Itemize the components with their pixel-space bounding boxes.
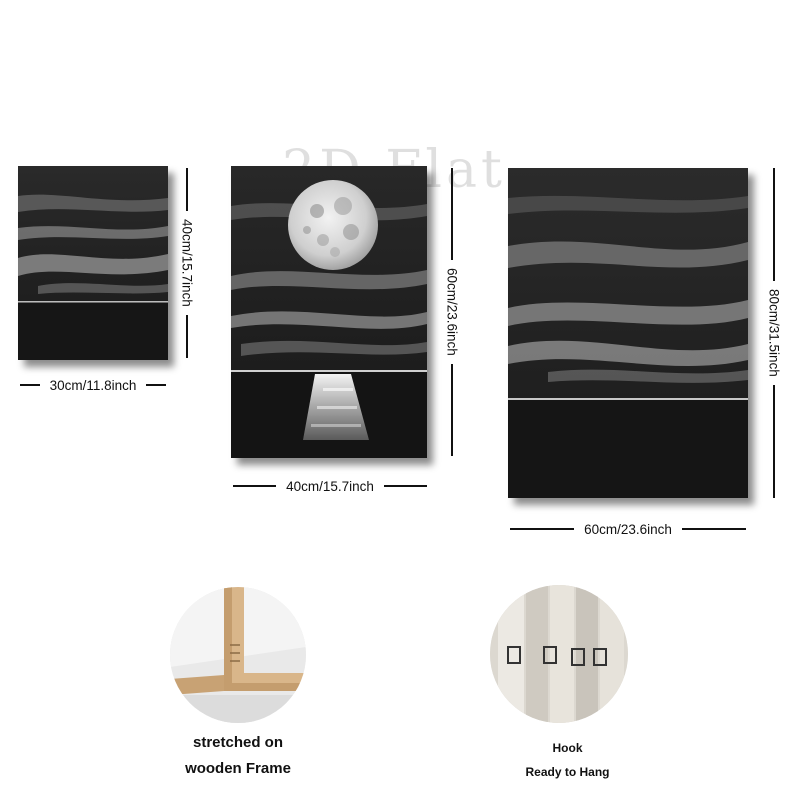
frame-caption: stretched on wooden Frame — [170, 730, 306, 782]
height-dimension-large: 80cm/31.5inch — [765, 168, 783, 498]
canvas-panel-medium — [231, 166, 427, 458]
width-dimension-large: 60cm/23.6inch — [510, 520, 746, 538]
seascape-painting-large — [508, 168, 748, 498]
seascape-painting-small — [18, 166, 168, 360]
canvas-panel-large — [508, 168, 748, 498]
moon-icon — [288, 180, 378, 270]
frame-caption-line2: wooden Frame — [185, 760, 291, 777]
height-label-medium: 60cm/23.6inch — [444, 268, 460, 356]
frame-caption-line1: stretched on — [192, 734, 283, 751]
width-label-large: 60cm/23.6inch — [584, 521, 672, 537]
height-dimension-medium: 60cm/23.6inch — [443, 168, 461, 456]
wooden-frame-photo — [170, 587, 306, 723]
height-dimension-small: 40cm/15.7inch — [178, 168, 196, 358]
hook-caption: Hook Ready to Hang — [500, 736, 635, 784]
width-dimension-small: 30cm/11.8inch — [20, 376, 166, 394]
width-label-medium: 40cm/15.7inch — [286, 478, 374, 494]
width-dimension-medium: 40cm/15.7inch — [233, 477, 427, 495]
hook-icon — [507, 646, 521, 664]
height-label-large: 80cm/31.5inch — [766, 289, 782, 377]
moon-seascape-painting — [231, 166, 427, 458]
hook-caption-line1: Hook — [552, 741, 583, 755]
height-label-small: 40cm/15.7inch — [179, 219, 195, 307]
hook-photo — [490, 585, 628, 723]
canvas-panel-small — [18, 166, 168, 360]
width-label-small: 30cm/11.8inch — [49, 377, 137, 393]
hook-caption-line2: Ready to Hang — [525, 765, 610, 779]
